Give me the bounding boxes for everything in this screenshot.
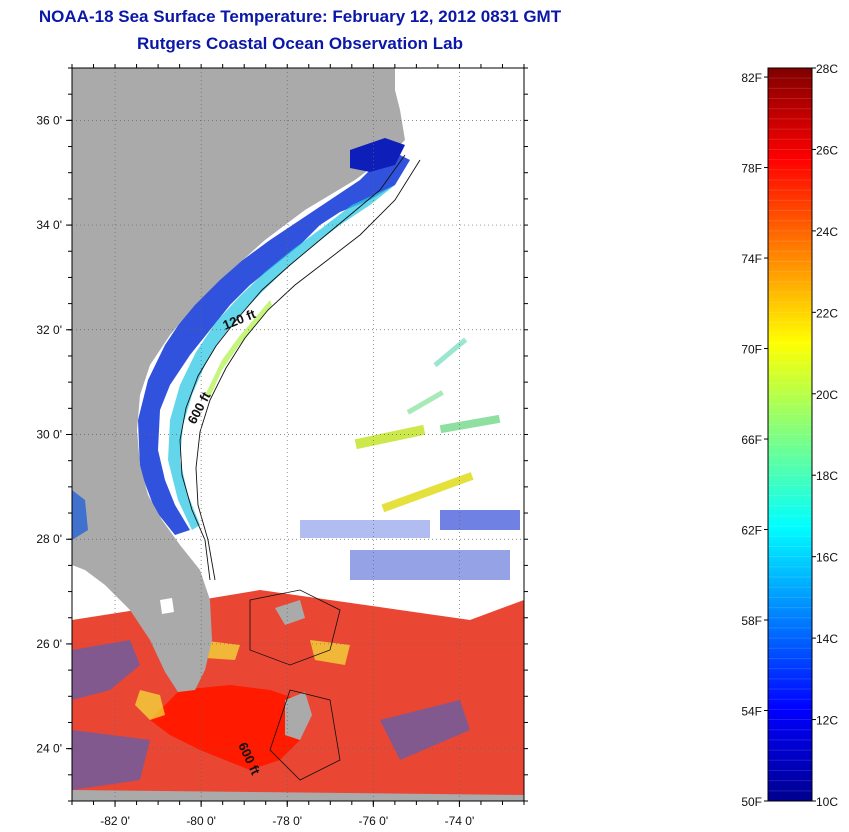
lat-tick-label: 30 0': [36, 428, 62, 442]
cold-coastal-band: [138, 150, 410, 535]
celsius-label: 22C: [816, 306, 838, 320]
lat-tick-label: 32 0': [36, 323, 62, 337]
graticule-grid: [72, 68, 524, 801]
lon-tick-label: -78 0': [272, 814, 302, 828]
celsius-label: 26C: [816, 143, 838, 157]
fahrenheit-label: 62F: [741, 524, 762, 538]
fahrenheit-label: 66F: [741, 433, 762, 447]
colorbar: 28C 26C 24C 22C 20C 18C 16C 14C 12C 10C 82F 78F 74F 7…: [741, 62, 838, 809]
axis-ticks: -82 0' -80 0' -78 0' -76 0' -74 0' 24 0' 26 0'…: [36, 64, 528, 828]
celsius-label: 20C: [816, 388, 838, 402]
celsius-label: 28C: [816, 62, 838, 76]
fahrenheit-label: 70F: [741, 343, 762, 357]
lon-tick-label: -76 0': [359, 814, 389, 828]
lon-tick-label: -82 0': [100, 814, 130, 828]
celsius-label: 24C: [816, 225, 838, 239]
celsius-label: 12C: [816, 714, 838, 728]
lat-tick-label: 24 0': [36, 742, 62, 756]
pamlico-sound: [350, 138, 405, 172]
contour-600ft: [195, 159, 421, 581]
colorbar-scale: [768, 68, 812, 801]
cool-patches-south: [72, 640, 470, 790]
map-area: [72, 68, 524, 801]
fahrenheit-label: 74F: [741, 252, 762, 266]
lake-okeechobee: [160, 598, 174, 614]
fahrenheit-label: 58F: [741, 614, 762, 628]
florida-west-coast-water: [72, 490, 88, 540]
lat-tick-label: 28 0': [36, 532, 62, 546]
fahrenheit-label: 78F: [741, 162, 762, 176]
warm-shelf-edge-band: [205, 300, 272, 397]
celsius-label: 10C: [816, 795, 838, 809]
lat-tick-label: 26 0': [36, 637, 62, 651]
contour-120ft: [179, 154, 406, 581]
celsius-label: 16C: [816, 551, 838, 565]
lon-tick-label: -74 0': [445, 814, 475, 828]
colorbar-labels: 28C 26C 24C 22C 20C 18C 16C 14C 12C 10C 82F 78F 74F 7…: [741, 62, 838, 809]
colorbar-frame: [767, 67, 813, 802]
lon-tick-label: -80 0': [186, 814, 216, 828]
contour-bahamas: [249, 589, 341, 781]
celsius-label: 14C: [816, 632, 838, 646]
colorbar-bands: [768, 77, 812, 792]
lat-tick-label: 36 0': [36, 113, 62, 127]
gulf-stream-core: [150, 685, 300, 770]
map-title: NOAA-18 Sea Surface Temperature: Februar…: [38, 7, 562, 26]
scattered-sst-patches: [300, 337, 520, 580]
fahrenheit-label: 50F: [741, 795, 762, 809]
lat-tick-label: 34 0': [36, 218, 62, 232]
celsius-label: 18C: [816, 469, 838, 483]
abaco-island: [275, 600, 305, 625]
us-mainland: [72, 68, 405, 692]
fahrenheit-label: 54F: [741, 705, 762, 719]
andros-island: [285, 692, 312, 740]
yellow-patches-south: [135, 640, 350, 720]
fahrenheit-label: 82F: [741, 71, 762, 85]
map-subtitle: Rutgers Coastal Ocean Observation Lab: [137, 34, 463, 53]
cuba-coast: [72, 790, 524, 801]
